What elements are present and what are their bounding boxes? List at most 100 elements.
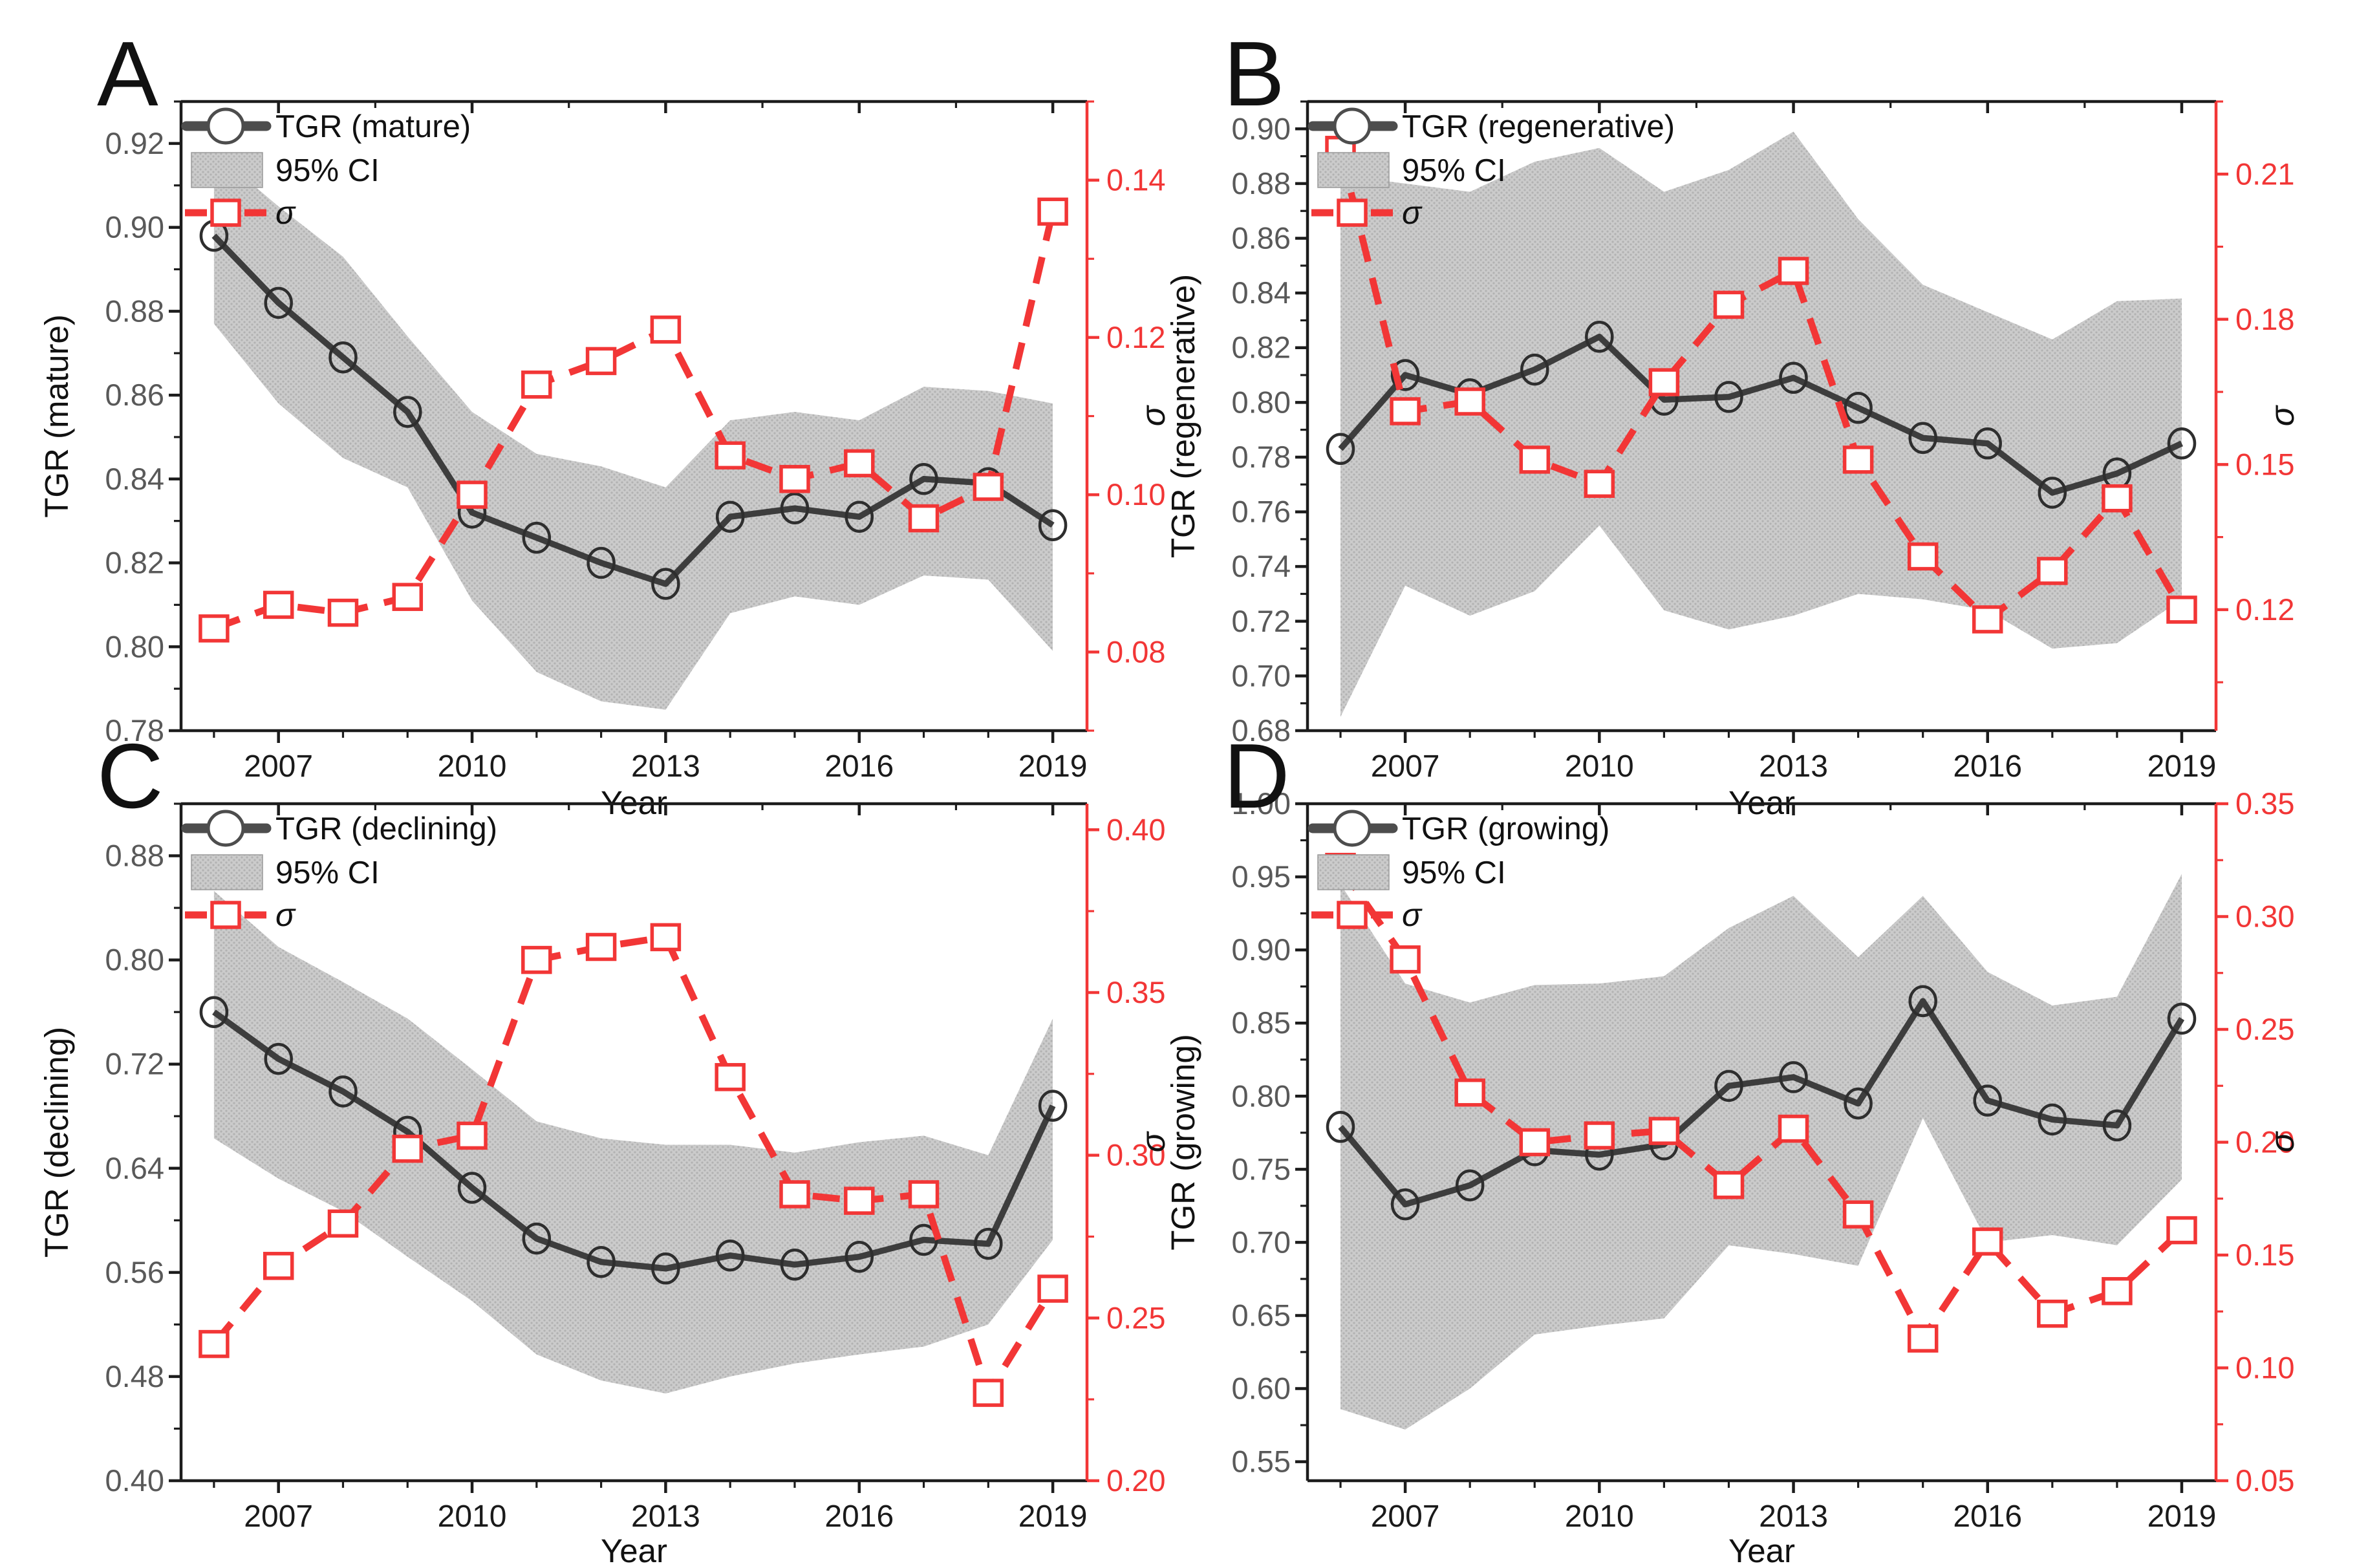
panel-b-sigma-marker-2010	[1584, 469, 1615, 499]
panel-c-left-tick-label: 0.56	[105, 1255, 164, 1289]
panel-a-legend-tgr-label: TGR (mature)	[275, 109, 471, 144]
panel-c-sigma-marker-2011	[521, 945, 552, 974]
panel-c-sigma-marker-2014	[715, 1063, 746, 1091]
panel-a-sigma-marker-2010	[457, 480, 488, 509]
panel-d-left-tick-label: 0.85	[1232, 1005, 1291, 1040]
panel-a-left-tick-label: 0.78	[105, 713, 164, 747]
panel-d-left-tick-label: 1.00	[1232, 786, 1291, 821]
panel-c-left-tick-label: 0.72	[105, 1047, 164, 1081]
panel-d-tgr-marker-2012	[1714, 1069, 1743, 1102]
panel-c-left-tick-label: 0.64	[105, 1151, 164, 1185]
panel-b-sigma-line	[1337, 149, 2185, 623]
panel-c-legend-tgr-marker	[206, 810, 245, 847]
panel-d-legend-sigma-label: σ	[1402, 897, 1423, 933]
panel-a-right-tick-label: 0.12	[1106, 320, 1165, 354]
panel-d-right-tick-label: 0.20	[2235, 1125, 2294, 1159]
panel-a-legend-sigma-marker	[210, 199, 241, 227]
panel-a-left-tick-label: 0.86	[105, 378, 164, 412]
panel-a-tgr-marker-2009	[393, 396, 422, 428]
panel-a-left-tick-label: 0.84	[105, 462, 164, 496]
panel-d-right-tick-label: 0.15	[2235, 1238, 2294, 1272]
panel-d-right-tick-label: 0.10	[2235, 1351, 2294, 1385]
panel-b-left-tick-label: 0.72	[1232, 604, 1291, 638]
panel-a-x-tick-label: 2010	[438, 749, 507, 784]
panel-b-sigma-marker-2014	[1842, 446, 1874, 474]
panel-c-left-tick-label: 0.80	[105, 943, 164, 977]
panel-c-right-tick-label: 0.30	[1106, 1138, 1165, 1172]
panel-c-left-tick-label: 0.40	[105, 1463, 164, 1498]
panel-a-tgr-marker-2008	[328, 341, 358, 374]
panel-c-x-tick-label: 2019	[1018, 1499, 1088, 1534]
panel-b-left-tick-label: 0.76	[1232, 495, 1291, 529]
panel-b-tgr-marker-2017	[2038, 477, 2067, 509]
panel-c-x-tick-label: 2016	[824, 1499, 894, 1534]
panel-a-left-tick-label: 0.82	[105, 546, 164, 580]
panel-a-legend-sigma-label: σ	[275, 195, 296, 231]
panel-b-tgr-marker-2012	[1714, 381, 1743, 413]
panel-c-x-tick-label: 2010	[438, 1499, 507, 1534]
panel-a-ci-band	[213, 151, 1053, 710]
panel-c-legend-sigma-label: σ	[275, 897, 296, 933]
panel-d-left-axis-title: TGR (growing)	[1165, 1034, 1201, 1250]
panel-c-sigma-marker-2010	[457, 1121, 488, 1150]
panel-c-left-tick-label: 0.48	[105, 1359, 164, 1393]
panel-a-tgr-marker-2012	[587, 546, 616, 579]
panel-a-legend-tgr-marker	[206, 107, 245, 145]
panel-d-tgr-marker-2007	[1390, 1188, 1420, 1221]
panel-b-sigma-marker-2017	[2037, 557, 2068, 585]
panel-c-tgr-marker-2016	[845, 1240, 874, 1273]
panel-a-left-tick-label: 0.92	[105, 126, 164, 160]
panel-c-x-axis-title: Year	[601, 1532, 667, 1568]
panel-c-sigma-marker-2016	[844, 1187, 875, 1215]
panel-a-x-tick-label: 2019	[1018, 749, 1088, 784]
panel-d-x-tick-label: 2007	[1371, 1499, 1440, 1534]
panel-a-tgr-marker-2014	[715, 500, 745, 533]
panel-d-sigma-marker-2016	[1972, 1227, 2003, 1256]
panel-c-right-tick-label: 0.35	[1106, 975, 1165, 1009]
panel-d-legend-ci-label: 95% CI	[1402, 855, 1506, 890]
panel-b-tgr-marker-2019	[2167, 427, 2197, 460]
panel-d-left-tick-label: 0.60	[1232, 1371, 1291, 1406]
panel-a-sigma-marker-2013	[650, 315, 682, 344]
panel-a-sigma-marker-2015	[779, 465, 810, 493]
panel-a-right-tick-label: 0.14	[1106, 163, 1165, 197]
panel-b-right-tick-label: 0.15	[2235, 447, 2294, 481]
panel-b-x-tick-label: 2007	[1371, 749, 1440, 784]
panel-c-letter: C	[97, 725, 164, 828]
panel-a-tgr-marker-2015	[780, 492, 810, 524]
panel-d-right-tick-label: 0.05	[2235, 1463, 2294, 1498]
panel-c-sigma-marker-2017	[908, 1180, 940, 1208]
panel-d-legend-ci-swatch	[1317, 854, 1390, 890]
panel-c-tgr-marker-2018	[974, 1227, 1003, 1260]
panel-a-sigma-marker-2014	[715, 441, 746, 470]
panel-b-right-axis-title: σ	[2264, 405, 2301, 426]
panel-B: 0.68 0.70 0.72 0.74 0.76 0.78 0.80 0.82 0.84 0.86…	[1165, 23, 2301, 821]
panel-b-left-tick-label: 0.84	[1232, 275, 1291, 310]
panel-b-legend-ci-label: 95% CI	[1402, 153, 1506, 188]
panel-b-left-tick-label: 0.86	[1232, 221, 1291, 255]
panel-c-legend-ci-label: 95% CI	[275, 855, 380, 890]
panel-d-left-tick-label: 0.75	[1232, 1152, 1291, 1186]
panel-b-sigma-marker-2018	[2102, 484, 2133, 513]
panel-d-legend-tgr-marker	[1333, 810, 1372, 847]
panel-a-tgr-marker-2017	[909, 463, 938, 495]
panel-a-left-axis-title: TGR (mature)	[38, 314, 75, 518]
panel-d-legend-tgr-label: TGR (growing)	[1402, 811, 1609, 846]
panel-d-left-tick-label: 0.80	[1232, 1079, 1291, 1113]
panel-b-left-tick-label: 0.90	[1232, 111, 1291, 145]
panel-b-ci-band	[1340, 131, 2182, 717]
panel-a-right-axis-title: σ	[1135, 405, 1172, 426]
panel-c-sigma-marker-2018	[973, 1379, 1004, 1407]
panel-a-tgr-marker-2007	[264, 286, 293, 319]
panel-d-tgr-marker-2008	[1455, 1169, 1485, 1201]
panel-c-tgr-marker-2008	[328, 1075, 358, 1108]
panel-c-tgr-marker-2007	[264, 1042, 293, 1075]
panel-b-legend-tgr-marker	[1333, 107, 1372, 145]
panel-b-right-tick-label: 0.12	[2235, 592, 2294, 627]
panel-d-sigma-marker-2009	[1519, 1128, 1551, 1157]
panel-c-tgr-marker-2010	[457, 1172, 487, 1204]
panel-c-tgr-marker-2011	[522, 1222, 552, 1255]
